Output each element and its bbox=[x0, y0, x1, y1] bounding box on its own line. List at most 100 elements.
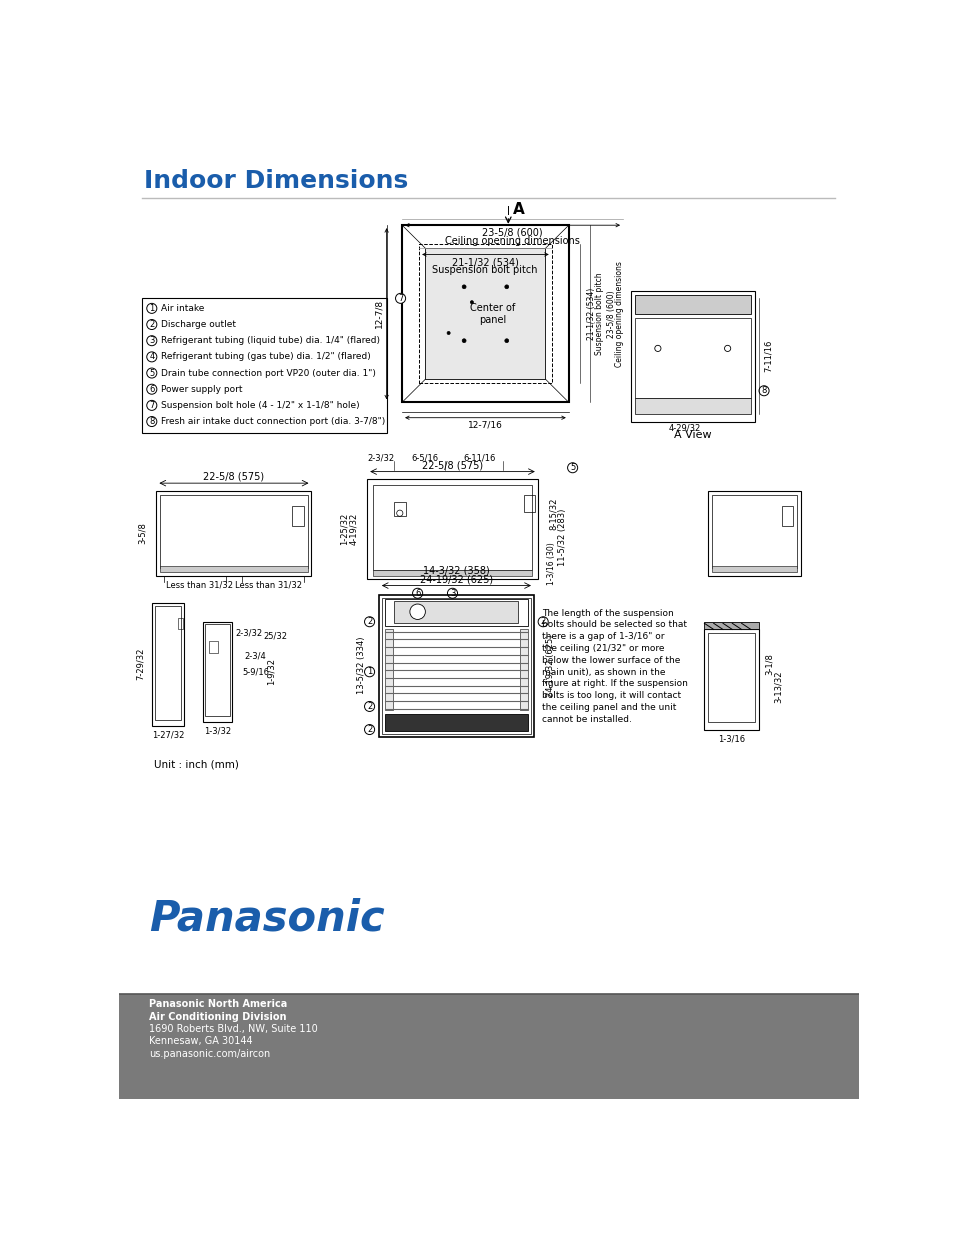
Text: 8-15/32: 8-15/32 bbox=[548, 498, 558, 530]
Text: 7-29/32: 7-29/32 bbox=[135, 648, 145, 680]
Bar bbox=[425, 248, 545, 379]
Text: 2: 2 bbox=[367, 725, 372, 734]
Text: 1-27/32: 1-27/32 bbox=[152, 730, 184, 740]
Text: Panasonic: Panasonic bbox=[149, 897, 384, 939]
Circle shape bbox=[537, 616, 548, 626]
Bar bbox=[418, 245, 551, 383]
Text: Drain tube connection port VP20 (outer dia. 1"): Drain tube connection port VP20 (outer d… bbox=[161, 368, 375, 378]
Text: 12-7/8: 12-7/8 bbox=[374, 299, 383, 329]
Text: 8: 8 bbox=[149, 417, 154, 426]
Circle shape bbox=[147, 352, 156, 362]
Text: 3-1/8: 3-1/8 bbox=[764, 653, 773, 676]
Text: 2: 2 bbox=[540, 618, 545, 626]
Text: Kennesaw, GA 30144: Kennesaw, GA 30144 bbox=[149, 1036, 252, 1046]
Text: 2: 2 bbox=[367, 618, 372, 626]
Bar bbox=[373, 485, 531, 571]
Circle shape bbox=[147, 368, 156, 378]
Bar bbox=[203, 621, 233, 721]
Text: Less than 31/32: Less than 31/32 bbox=[235, 580, 302, 589]
Bar bbox=[402, 225, 568, 403]
Text: Fresh air intake duct connection port (dia. 3-7/8"): Fresh air intake duct connection port (d… bbox=[161, 417, 385, 426]
Text: 7: 7 bbox=[149, 401, 154, 410]
Text: 3: 3 bbox=[450, 589, 455, 598]
Text: 22-5/8 (575): 22-5/8 (575) bbox=[421, 461, 482, 471]
Text: 3-5/8: 3-5/8 bbox=[138, 522, 147, 545]
Bar bbox=[711, 495, 797, 568]
Text: 22-5/8 (575): 22-5/8 (575) bbox=[203, 472, 264, 482]
Text: Ceiling opening dimensions: Ceiling opening dimensions bbox=[614, 261, 623, 367]
Text: 1-3/16 (30): 1-3/16 (30) bbox=[547, 542, 556, 585]
Bar bbox=[292, 506, 303, 526]
Bar bbox=[154, 605, 181, 720]
Text: 12-7/16: 12-7/16 bbox=[467, 421, 502, 430]
Text: 2: 2 bbox=[367, 701, 372, 711]
Circle shape bbox=[147, 304, 156, 314]
Text: 2-3/32: 2-3/32 bbox=[235, 629, 263, 637]
Circle shape bbox=[364, 725, 375, 735]
Text: 8: 8 bbox=[760, 387, 766, 395]
Circle shape bbox=[759, 385, 768, 395]
Bar bbox=[152, 603, 184, 726]
Text: The length of the suspension
bolts should be selected so that
there is a gap of : The length of the suspension bolts shoul… bbox=[541, 609, 687, 724]
Text: Suspension bolt pitch: Suspension bolt pitch bbox=[595, 273, 603, 356]
Bar bbox=[367, 479, 537, 579]
Bar bbox=[707, 634, 754, 721]
Text: 24-19/32 (625): 24-19/32 (625) bbox=[419, 574, 493, 584]
Text: 4-19/32: 4-19/32 bbox=[349, 514, 357, 546]
Circle shape bbox=[504, 338, 508, 342]
Bar bbox=[634, 399, 750, 414]
Text: 2: 2 bbox=[149, 320, 154, 329]
Text: Refrigerant tubing (gas tube) dia. 1/2" (flared): Refrigerant tubing (gas tube) dia. 1/2" … bbox=[161, 352, 371, 362]
Text: 11-5/32 (283): 11-5/32 (283) bbox=[558, 509, 566, 566]
Text: 1: 1 bbox=[149, 304, 154, 312]
Text: 24-19/32 (625): 24-19/32 (625) bbox=[546, 635, 555, 697]
Text: 1-3/16: 1-3/16 bbox=[718, 735, 744, 743]
Circle shape bbox=[447, 588, 457, 598]
Text: 5: 5 bbox=[149, 368, 154, 378]
Bar bbox=[634, 294, 750, 314]
Text: Ceiling opening dimensions: Ceiling opening dimensions bbox=[444, 236, 579, 246]
Text: Refrigerant tubing (liquid tube) dia. 1/4" (flared): Refrigerant tubing (liquid tube) dia. 1/… bbox=[161, 336, 379, 346]
Text: 23-5/8 (600): 23-5/8 (600) bbox=[606, 290, 616, 337]
Circle shape bbox=[567, 463, 578, 473]
Text: 21-1/32 (534): 21-1/32 (534) bbox=[587, 288, 596, 340]
Text: 6-5/16: 6-5/16 bbox=[412, 453, 438, 462]
Bar bbox=[385, 714, 527, 731]
Circle shape bbox=[147, 416, 156, 426]
Text: Air intake: Air intake bbox=[161, 304, 204, 312]
Circle shape bbox=[461, 338, 466, 342]
Circle shape bbox=[147, 384, 156, 394]
Circle shape bbox=[364, 667, 375, 677]
Text: 4-29/32: 4-29/32 bbox=[668, 424, 700, 432]
Text: 7-11/16: 7-11/16 bbox=[763, 340, 772, 372]
Text: Indoor Dimensions: Indoor Dimensions bbox=[144, 169, 408, 194]
Circle shape bbox=[395, 294, 405, 304]
Text: 5: 5 bbox=[569, 463, 575, 472]
Bar bbox=[385, 630, 393, 710]
Text: 1-3/32: 1-3/32 bbox=[204, 726, 231, 736]
Bar bbox=[781, 506, 793, 526]
Text: A View: A View bbox=[673, 431, 711, 441]
Text: 23-5/8 (600): 23-5/8 (600) bbox=[481, 228, 542, 238]
Text: 13-5/32 (334): 13-5/32 (334) bbox=[357, 637, 366, 694]
Text: 1: 1 bbox=[367, 667, 372, 677]
Text: 2-3/4: 2-3/4 bbox=[245, 652, 266, 661]
Text: Suspension bolt pitch: Suspension bolt pitch bbox=[432, 264, 537, 275]
Text: 6: 6 bbox=[415, 589, 420, 598]
Bar bbox=[142, 299, 386, 433]
Circle shape bbox=[147, 400, 156, 410]
Bar bbox=[519, 630, 527, 710]
Text: 25/32: 25/32 bbox=[263, 631, 287, 640]
Text: 1690 Roberts Blvd., NW, Suite 110: 1690 Roberts Blvd., NW, Suite 110 bbox=[149, 1024, 317, 1034]
Circle shape bbox=[147, 320, 156, 330]
Circle shape bbox=[364, 701, 375, 711]
Bar bbox=[711, 567, 797, 573]
Bar bbox=[707, 490, 801, 576]
Bar bbox=[209, 641, 218, 652]
Text: us.panasonic.com/aircon: us.panasonic.com/aircon bbox=[149, 1049, 270, 1058]
Circle shape bbox=[364, 616, 375, 626]
Bar bbox=[178, 618, 183, 630]
Circle shape bbox=[412, 588, 422, 598]
Circle shape bbox=[410, 604, 425, 620]
Text: Power supply port: Power supply port bbox=[161, 385, 242, 394]
